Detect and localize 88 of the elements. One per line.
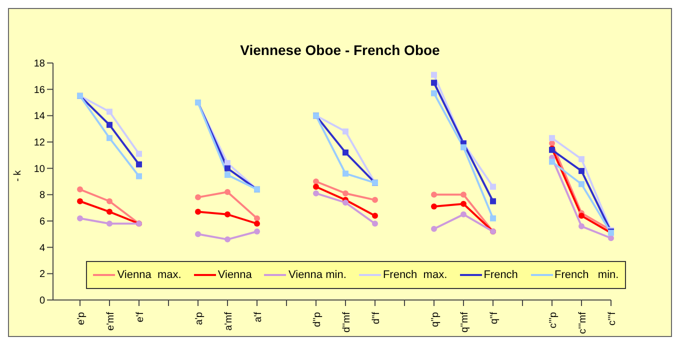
y-tick-label: 0 <box>39 296 46 307</box>
legend-label: Vienna min. <box>288 269 346 281</box>
point <box>490 184 496 190</box>
x-tick-label: d''mf <box>342 312 352 332</box>
x-tick-label: c'''mf <box>578 312 588 334</box>
x-tick-label: e'mf <box>106 312 116 331</box>
point <box>254 220 260 227</box>
y-tick-label: 10 <box>34 164 46 175</box>
point <box>313 184 319 190</box>
y-tick-label: 18 <box>34 58 46 70</box>
point <box>342 170 348 177</box>
point <box>549 135 555 142</box>
point <box>578 223 584 230</box>
point <box>224 211 230 218</box>
point <box>372 220 378 227</box>
point <box>77 198 83 204</box>
point <box>372 196 378 203</box>
point <box>106 135 112 142</box>
point <box>195 231 201 238</box>
x-tick-label: e'p <box>76 312 87 326</box>
x-tick-label: c'''f <box>607 312 618 326</box>
point <box>578 181 584 188</box>
point <box>195 208 201 215</box>
y-tick-label: 12 <box>34 138 46 149</box>
point <box>431 90 437 96</box>
x-tick-label: e'f <box>135 312 146 322</box>
point <box>254 215 260 222</box>
point <box>431 226 437 232</box>
x-tick-label: q''f <box>489 312 500 324</box>
point <box>224 236 230 242</box>
x-tick-label: q''p <box>430 312 441 327</box>
x-tick-label: q''mf <box>460 312 470 332</box>
point <box>254 228 260 235</box>
y-tick-label: 8 <box>39 190 46 202</box>
x-tick-label: d''f <box>371 312 382 324</box>
x-tick-label: d''p <box>312 312 323 327</box>
y-tick-label: 4 <box>39 242 46 254</box>
point <box>490 215 496 222</box>
point <box>578 168 584 174</box>
chart-title: Viennese Oboe - French Oboe <box>239 42 441 58</box>
point <box>195 194 201 200</box>
point <box>460 211 466 218</box>
point <box>608 235 614 242</box>
point <box>224 172 230 178</box>
point <box>372 212 378 219</box>
x-tick-label: a'mf <box>224 312 234 331</box>
point <box>106 220 112 227</box>
point <box>77 215 83 222</box>
y-tick-label: 16 <box>34 84 46 96</box>
point <box>313 178 319 184</box>
point <box>136 150 142 157</box>
point <box>342 128 348 134</box>
y-tick-label: 6 <box>39 216 46 228</box>
point <box>342 190 348 196</box>
x-tick-label: a'p <box>194 312 205 326</box>
point <box>578 212 584 219</box>
point <box>549 158 555 165</box>
point <box>106 208 112 215</box>
point <box>431 204 437 210</box>
y-tick-label: 14 <box>34 111 46 122</box>
point <box>136 161 142 168</box>
legend-label: Vienna max. <box>117 269 182 281</box>
point <box>136 173 142 180</box>
point <box>224 189 230 196</box>
point <box>106 122 112 128</box>
x-tick-label: a'f <box>253 312 264 322</box>
point <box>431 192 437 198</box>
point <box>342 150 348 156</box>
point <box>106 108 112 115</box>
point <box>431 80 437 86</box>
point <box>313 190 319 196</box>
y-axis-title: - k <box>12 169 24 182</box>
point <box>460 144 466 150</box>
point <box>578 156 584 162</box>
point <box>342 200 348 206</box>
point <box>224 165 230 172</box>
x-tick-label: c'''p <box>548 312 559 328</box>
y-tick-label: 2 <box>39 269 46 280</box>
point <box>77 186 83 192</box>
point <box>431 72 437 78</box>
point <box>490 198 496 204</box>
legend-label: French max. <box>382 269 448 281</box>
point <box>460 192 466 198</box>
point <box>106 198 112 204</box>
point <box>460 200 466 207</box>
legend-label: French <box>484 269 518 281</box>
legend-label: French min. <box>554 269 619 281</box>
legend-label: Vienna <box>218 269 252 281</box>
